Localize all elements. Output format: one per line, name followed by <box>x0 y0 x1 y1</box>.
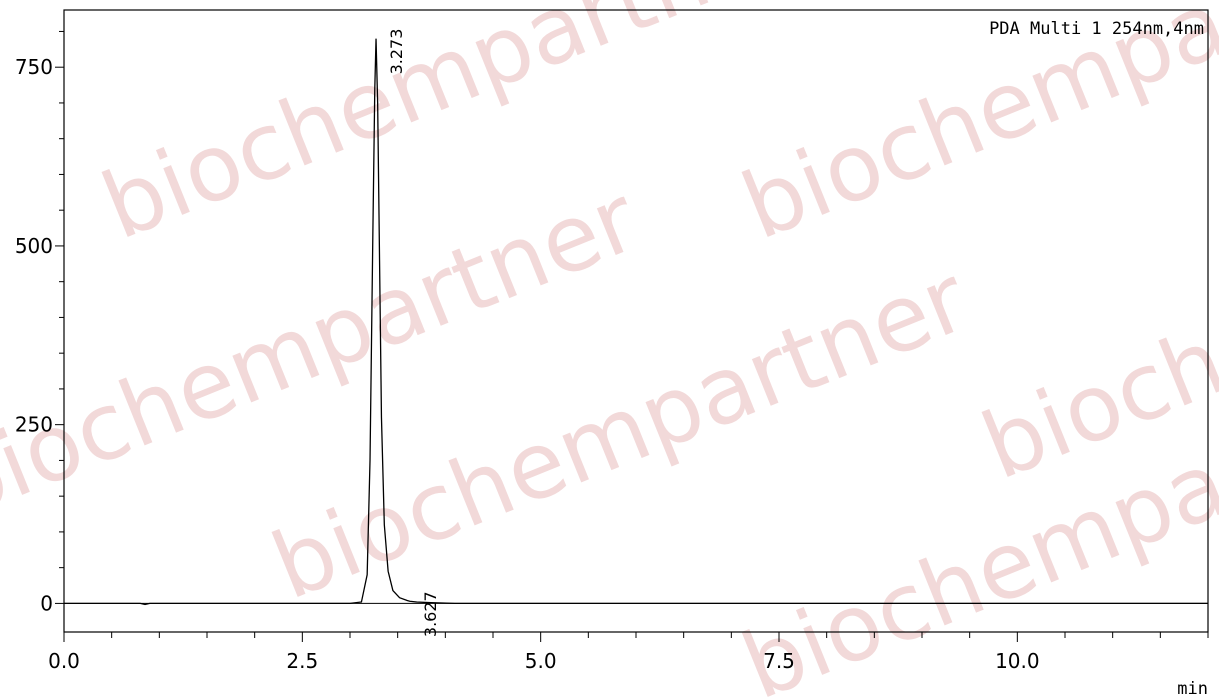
x-axis: 0.0 2.5 5.0 7.5 10.0 <box>48 632 1209 673</box>
y-tick-label: 250 <box>15 413 53 437</box>
y-axis: 0 250 500 750 <box>15 30 64 615</box>
x-tick-label: 5.0 <box>525 649 557 673</box>
channel-label: PDA Multi 1 254nm,4nm <box>989 19 1204 39</box>
series-line <box>64 38 1208 606</box>
peak-label: 3.273 <box>387 29 406 75</box>
peak-label: 3.627 <box>421 591 440 637</box>
peak-labels: 3.273 3.627 <box>387 29 440 637</box>
x-tick-label: 2.5 <box>286 649 318 673</box>
y-tick-label: 750 <box>15 55 53 79</box>
y-tick-label: 500 <box>15 234 53 258</box>
y-tick-label: 0 <box>40 591 53 615</box>
x-tick-label: 7.5 <box>763 649 795 673</box>
x-axis-unit-label: min <box>1177 679 1208 698</box>
x-tick-label: 0.0 <box>48 649 80 673</box>
x-tick-label: 10.0 <box>995 649 1040 673</box>
watermark-text: biochempartner <box>88 0 811 260</box>
watermark-text: biochempartner <box>728 0 1219 260</box>
